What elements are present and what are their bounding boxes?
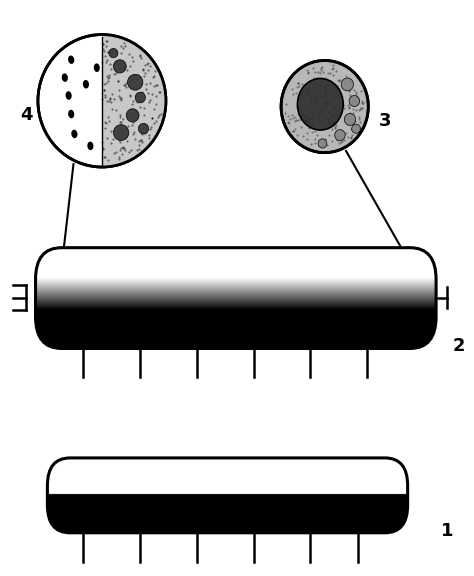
Ellipse shape: [68, 55, 74, 64]
Ellipse shape: [344, 113, 356, 126]
Ellipse shape: [341, 78, 354, 91]
Ellipse shape: [138, 123, 149, 134]
Ellipse shape: [298, 78, 343, 130]
Ellipse shape: [68, 110, 74, 118]
Ellipse shape: [38, 35, 166, 167]
Ellipse shape: [109, 48, 118, 58]
Text: 3: 3: [379, 112, 392, 130]
Ellipse shape: [62, 73, 68, 82]
Ellipse shape: [113, 60, 126, 73]
Text: 4: 4: [20, 106, 32, 124]
FancyBboxPatch shape: [36, 248, 436, 348]
Ellipse shape: [113, 124, 129, 141]
FancyBboxPatch shape: [47, 458, 408, 533]
Ellipse shape: [94, 63, 100, 72]
Ellipse shape: [126, 109, 139, 122]
Ellipse shape: [65, 91, 72, 100]
Ellipse shape: [128, 74, 143, 90]
Ellipse shape: [281, 60, 368, 153]
Ellipse shape: [352, 124, 360, 133]
Ellipse shape: [335, 130, 345, 141]
Polygon shape: [102, 35, 166, 167]
Ellipse shape: [71, 130, 77, 138]
Ellipse shape: [318, 139, 327, 148]
Ellipse shape: [83, 80, 89, 89]
Ellipse shape: [349, 96, 360, 107]
Ellipse shape: [87, 142, 93, 150]
Text: 2: 2: [453, 336, 465, 355]
Ellipse shape: [135, 92, 146, 103]
Text: 1: 1: [441, 522, 453, 540]
